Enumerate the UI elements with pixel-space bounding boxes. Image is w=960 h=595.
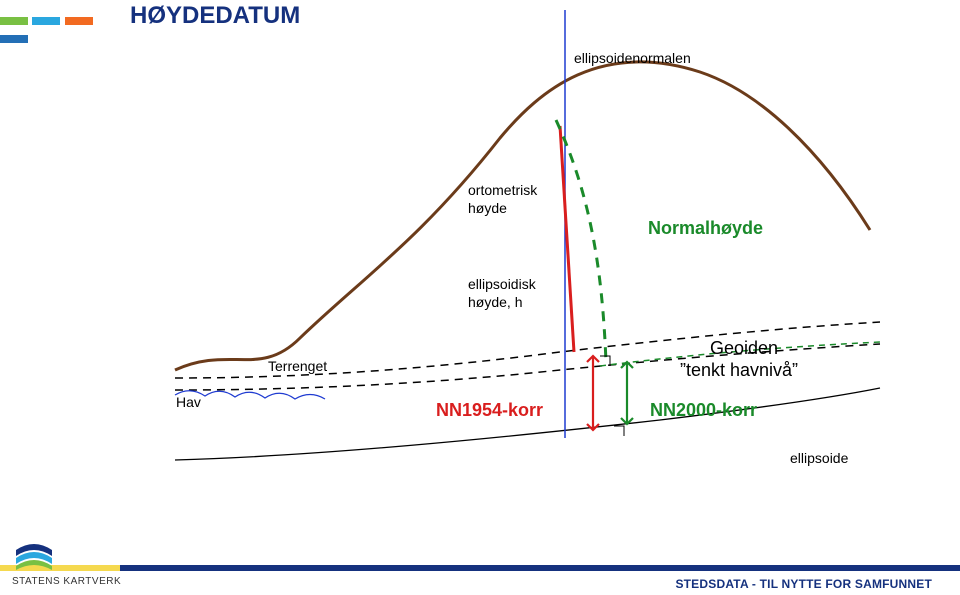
right-angle-mark-1	[614, 426, 624, 436]
right-angle-mark-0	[600, 356, 610, 366]
label-ellipsoidenormalen: ellipsoidenormalen	[574, 50, 691, 66]
label-ellipsoidisk1: ellipsoidisk	[468, 276, 536, 292]
footer-tagline: STEDSDATA - TIL NYTTE FOR SAMFUNNET	[675, 577, 932, 591]
footer-bar	[0, 565, 960, 571]
label-tenkt: ”tenkt havnivå”	[680, 360, 798, 381]
label-geoiden: Geoiden	[710, 338, 778, 359]
label-normalhoyde: Normalhøyde	[648, 218, 763, 239]
label-ellipsoidisk2: høyde, h	[468, 294, 522, 310]
nn2000-korr-arrow	[621, 362, 633, 424]
normal-height-line	[556, 120, 606, 362]
label-ortometrisk1: ortometrisk	[468, 182, 537, 198]
brand-logo: STATENS KARTVERK	[12, 530, 122, 587]
label-ellipsoide: ellipsoide	[790, 450, 848, 466]
label-nn1954: NN1954-korr	[436, 400, 543, 421]
label-ortometrisk2: høyde	[468, 200, 507, 216]
label-nn2000: NN2000-korr	[650, 400, 757, 421]
terrain-curve	[175, 62, 870, 370]
kartverk-icon	[12, 530, 56, 574]
label-hav: Hav	[176, 394, 201, 410]
ellipsoid-curve	[175, 388, 880, 460]
label-terrenget: Terrenget	[268, 358, 327, 374]
brand-name: STATENS KARTVERK	[12, 576, 122, 587]
